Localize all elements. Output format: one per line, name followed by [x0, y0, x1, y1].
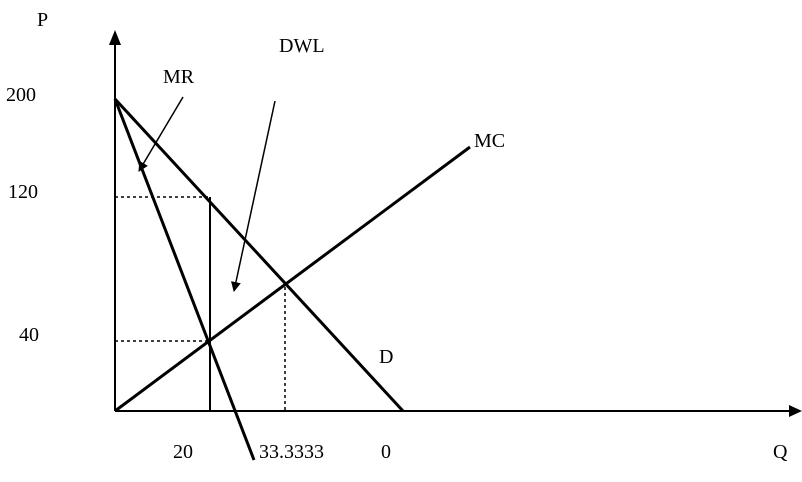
x-axis-arrowhead	[789, 405, 802, 417]
y-axis-label: P	[37, 9, 48, 31]
dwl-pointer-arrow	[231, 100, 276, 292]
mr-pointer-arrow	[138, 96, 184, 172]
d-label: D	[379, 346, 393, 368]
y-axis-arrowhead	[109, 30, 121, 45]
price-tick-120: 120	[8, 181, 38, 203]
dwl-label: DWL	[279, 35, 325, 57]
price-tick-40: 40	[19, 324, 39, 346]
mr-label: MR	[163, 66, 195, 88]
mc-label: MC	[474, 130, 505, 152]
marginal-cost-curve	[114, 145, 471, 413]
marginal-revenue-curve	[113, 98, 256, 461]
price-tick-200: 200	[6, 84, 36, 106]
qty-tick-20: 20	[173, 441, 193, 463]
qty-tick-0: 0	[381, 441, 391, 463]
demand-curve	[113, 97, 405, 413]
qty-tick-33: 33.3333	[259, 441, 324, 463]
x-axis-label: Q	[773, 441, 788, 463]
